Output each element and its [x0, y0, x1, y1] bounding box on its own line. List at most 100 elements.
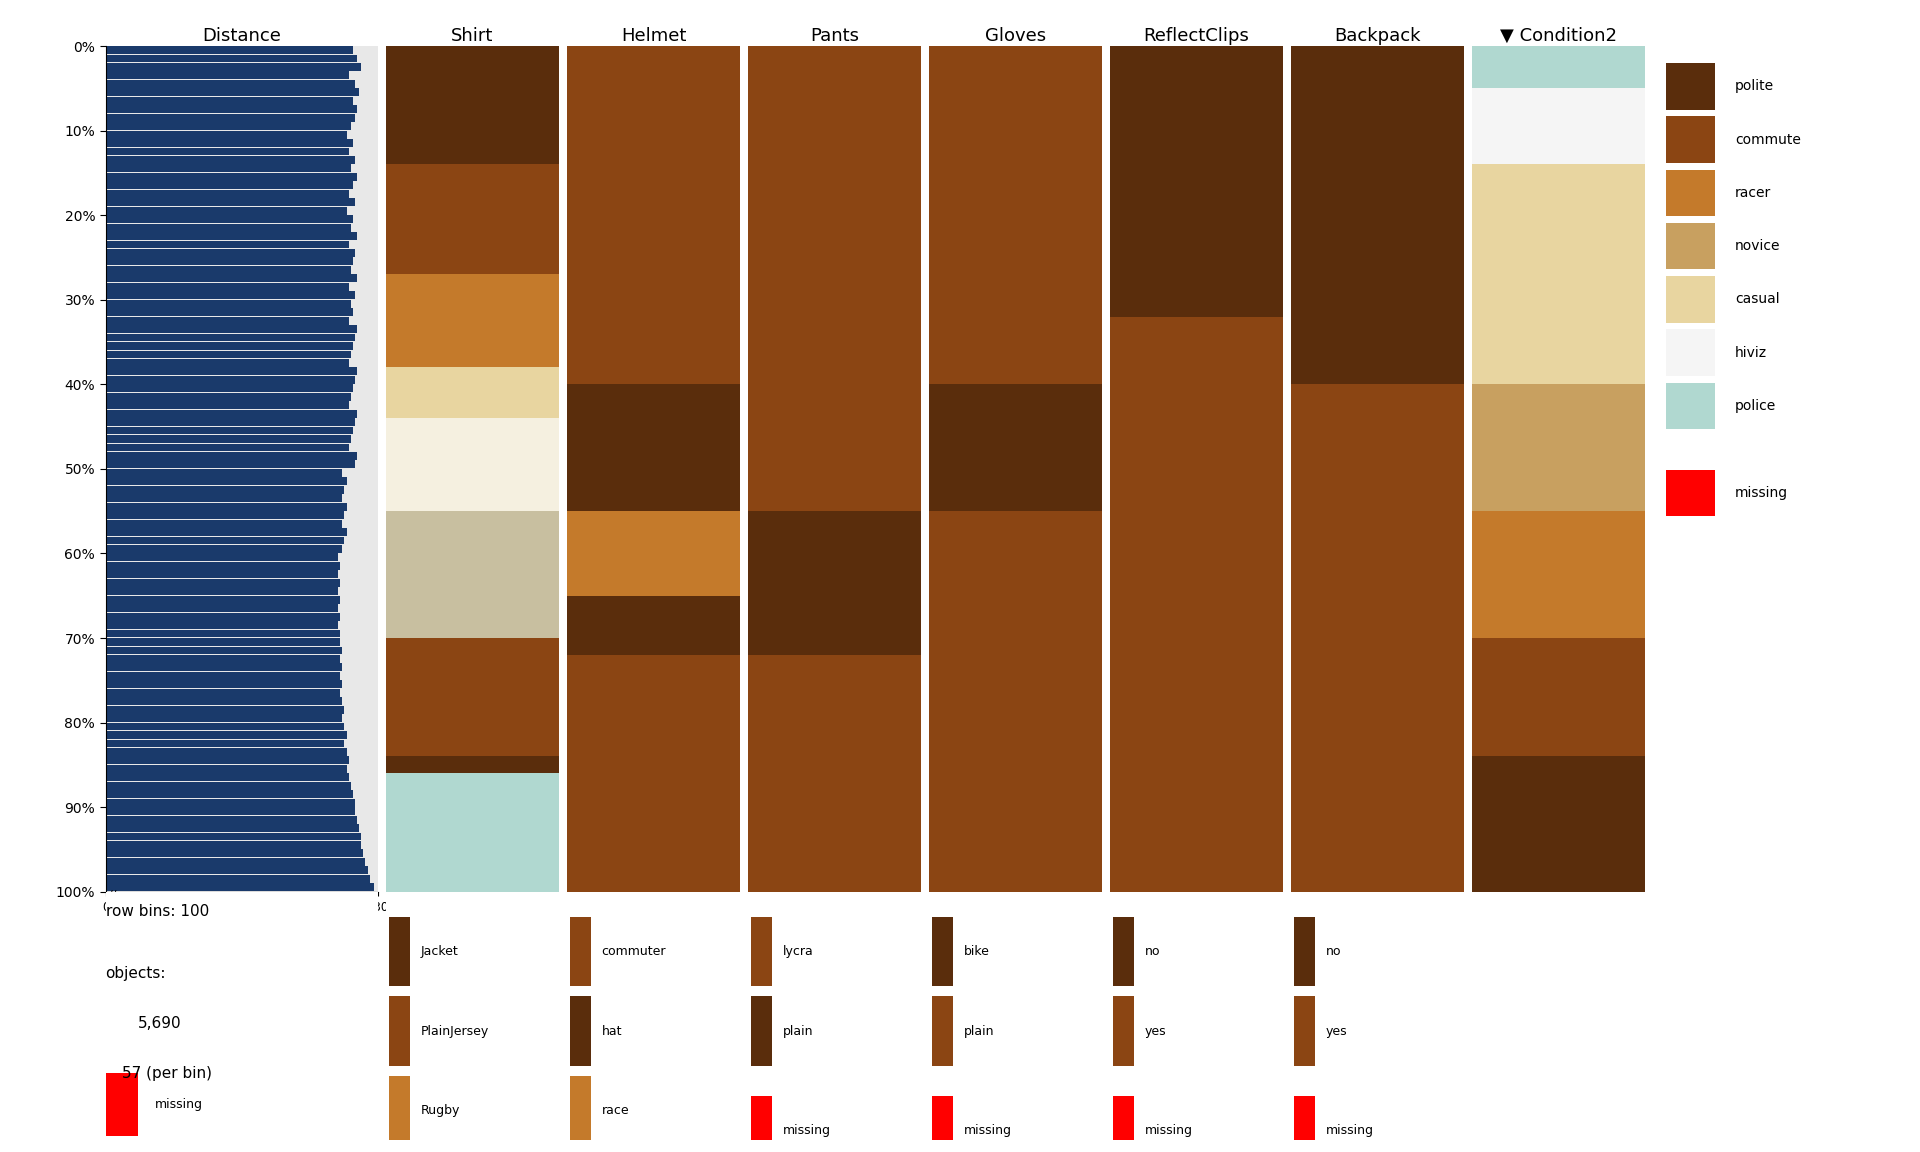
Title: Pants: Pants — [810, 26, 858, 45]
Bar — [106, 249, 355, 257]
Bar — [933, 996, 952, 1066]
Bar — [106, 114, 355, 122]
Bar — [106, 418, 355, 426]
Bar — [1294, 917, 1315, 986]
Text: objects:: objects: — [106, 967, 167, 982]
Bar — [1473, 385, 1645, 511]
Bar — [106, 494, 342, 502]
Bar — [106, 367, 357, 376]
Title: Distance: Distance — [202, 26, 280, 45]
Bar — [570, 996, 591, 1066]
Bar — [106, 300, 351, 308]
Bar — [386, 165, 559, 274]
Text: bike: bike — [964, 945, 989, 958]
Bar — [1665, 276, 1715, 323]
Text: row bins: 100: row bins: 100 — [106, 904, 209, 919]
Bar — [566, 385, 739, 511]
Text: commute: commute — [1736, 132, 1801, 146]
Bar — [106, 376, 355, 384]
Text: no: no — [1325, 945, 1342, 958]
Text: missing: missing — [783, 1124, 831, 1137]
Bar — [106, 689, 340, 697]
Bar — [106, 181, 353, 189]
Bar — [106, 452, 357, 460]
Bar — [1110, 317, 1283, 401]
Bar — [106, 393, 351, 401]
Text: plain: plain — [964, 1024, 995, 1038]
Bar — [106, 808, 355, 816]
Bar — [1665, 222, 1715, 270]
Bar — [1473, 757, 1645, 892]
Bar — [390, 917, 411, 986]
Bar — [566, 596, 739, 655]
Bar — [1665, 116, 1715, 162]
Text: commuter: commuter — [601, 945, 666, 958]
Bar — [106, 655, 340, 662]
Bar — [106, 630, 340, 637]
Bar — [386, 773, 559, 892]
Bar — [751, 996, 772, 1066]
Bar — [106, 773, 349, 781]
Bar — [929, 46, 1102, 385]
Bar — [106, 477, 348, 485]
Bar — [386, 367, 559, 418]
Bar — [106, 706, 344, 713]
Bar — [386, 46, 559, 165]
Bar — [1114, 1096, 1135, 1152]
Text: Rugby: Rugby — [420, 1104, 459, 1117]
Bar — [1110, 401, 1283, 892]
Bar — [106, 444, 349, 452]
Text: missing: missing — [1736, 486, 1788, 500]
Bar — [106, 97, 353, 105]
Bar — [106, 638, 340, 646]
Bar — [566, 46, 739, 385]
Bar — [106, 334, 355, 341]
Bar — [106, 54, 357, 62]
Text: //: // — [109, 890, 117, 900]
Bar — [106, 233, 357, 240]
Bar — [1114, 917, 1135, 986]
Text: novice: novice — [1736, 240, 1780, 253]
Bar — [106, 528, 348, 536]
Bar — [386, 274, 559, 367]
Bar — [106, 511, 344, 520]
Bar — [106, 570, 338, 578]
Bar — [106, 748, 348, 756]
Text: missing: missing — [964, 1124, 1012, 1137]
Bar — [749, 46, 922, 511]
Bar — [106, 190, 349, 198]
Bar — [106, 866, 367, 874]
Text: missing: missing — [1325, 1124, 1373, 1137]
Bar — [390, 996, 411, 1066]
Bar — [106, 672, 340, 680]
Text: missing: missing — [1144, 1124, 1192, 1137]
Bar — [570, 1076, 591, 1145]
Bar — [1114, 996, 1135, 1066]
Bar — [106, 1074, 138, 1136]
Text: lycra: lycra — [783, 945, 814, 958]
Bar — [106, 537, 344, 545]
Bar — [106, 461, 355, 469]
Bar — [749, 655, 922, 892]
Bar — [106, 241, 349, 249]
Bar — [106, 578, 340, 586]
Bar — [106, 884, 374, 892]
Bar — [106, 646, 342, 654]
Bar — [106, 765, 348, 773]
Bar — [106, 849, 363, 857]
Bar — [106, 486, 344, 494]
Bar — [106, 71, 349, 79]
Bar — [1473, 89, 1645, 165]
Bar — [933, 1096, 952, 1152]
Title: ReflectClips: ReflectClips — [1144, 26, 1250, 45]
Bar — [106, 858, 365, 866]
Title: Gloves: Gloves — [985, 26, 1046, 45]
Text: yes: yes — [1325, 1024, 1348, 1038]
Text: 5,690: 5,690 — [138, 1016, 182, 1031]
Bar — [570, 917, 591, 986]
Bar — [386, 757, 559, 773]
Bar — [106, 130, 348, 138]
Bar — [106, 139, 353, 147]
Bar — [106, 291, 355, 300]
Bar — [106, 359, 349, 366]
